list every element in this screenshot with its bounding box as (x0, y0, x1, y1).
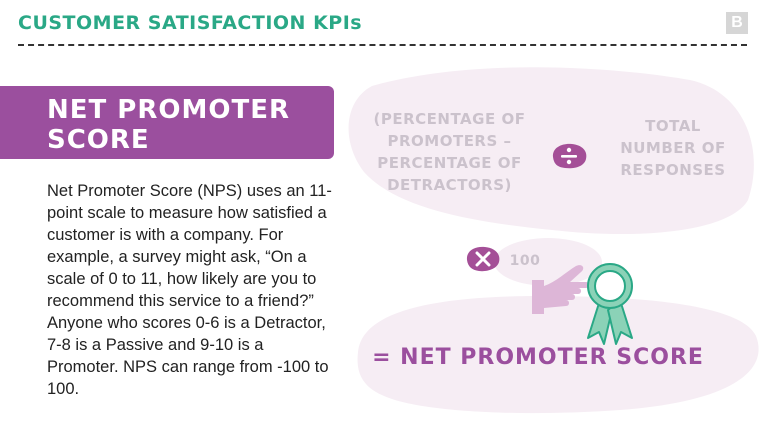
multiplier-value: 100 (509, 253, 541, 269)
multiply-icon (466, 246, 500, 272)
hand-holding-award-ribbon-icon (532, 263, 633, 345)
formula-result: = NET PROMOTER SCORE (372, 345, 704, 370)
header-title: CUSTOMER SATISFACTION KPIs (18, 12, 363, 34)
dashed-divider (18, 44, 747, 46)
title-banner: NET PROMOTER SCORE (0, 86, 334, 159)
description-text: Net Promoter Score (NPS) uses an 11-poin… (47, 182, 332, 398)
brand-logo: B (726, 12, 748, 34)
divide-icon (552, 143, 587, 169)
section-title: NET PROMOTER SCORE (47, 95, 290, 155)
formula-numerator: (PERCENTAGE OF PROMOTERS – PERCENTAGE OF… (373, 110, 526, 194)
formula-denominator: TOTAL NUMBER OF RESPONSES (620, 117, 726, 179)
